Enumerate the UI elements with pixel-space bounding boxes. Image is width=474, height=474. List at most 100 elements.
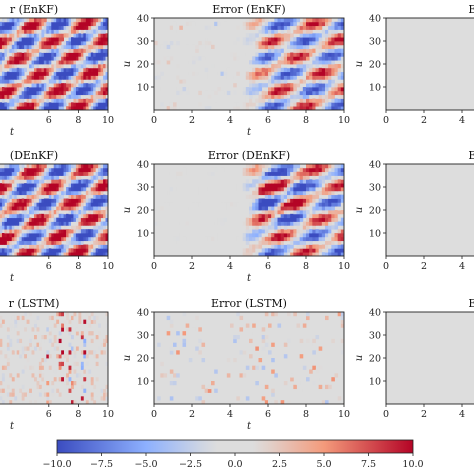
heatmap-cell <box>154 221 158 226</box>
heatmap-cell <box>280 244 285 249</box>
heatmap-cell <box>11 29 15 34</box>
heatmap-cell <box>61 29 64 34</box>
heatmap-cell <box>63 33 67 38</box>
heatmap-cell <box>271 56 275 61</box>
heatmap-cell <box>198 41 202 46</box>
heatmap-cell <box>325 29 329 34</box>
heatmap-cell <box>95 164 99 169</box>
heatmap-cell <box>309 106 313 110</box>
heatmap-cell <box>211 171 215 176</box>
heatmap-cell <box>249 83 253 88</box>
heatmap-cell <box>75 210 79 215</box>
heatmap-cell <box>296 37 301 42</box>
heatmap-cell <box>85 75 89 80</box>
heatmap-cell <box>328 187 332 192</box>
x-tick-label: 6 <box>265 115 271 126</box>
heatmap-cell <box>271 171 275 176</box>
heatmap-cell <box>19 87 23 92</box>
heatmap-cell <box>100 87 104 92</box>
heatmap-cell <box>16 315 20 321</box>
heatmap-cell <box>88 83 92 88</box>
heatmap-cell <box>98 252 101 256</box>
heatmap-cell <box>43 392 47 397</box>
heatmap-cell <box>312 198 316 203</box>
heatmap-cell <box>280 198 285 203</box>
heatmap-cell <box>299 25 304 30</box>
heatmap-cell <box>1 21 5 27</box>
heatmap-cell <box>53 102 57 107</box>
heatmap-cell <box>261 56 266 61</box>
heatmap-cell <box>299 175 304 180</box>
heatmap-cell <box>309 83 313 88</box>
heatmap-cell <box>16 171 20 176</box>
heatmap-cell <box>331 75 335 80</box>
heatmap-cell <box>239 400 244 404</box>
heatmap-cell <box>66 236 69 242</box>
heatmap-cell <box>78 315 82 321</box>
heatmap-cell <box>14 83 18 88</box>
heatmap-cell <box>26 210 30 215</box>
x-tick-label: 6 <box>46 115 52 126</box>
heatmap-cell <box>264 400 269 404</box>
heatmap-cell <box>83 210 87 215</box>
heatmap-cell <box>312 79 316 84</box>
heatmap-cell <box>100 102 104 107</box>
heatmap-cell <box>312 60 316 65</box>
heatmap-cell <box>280 221 285 226</box>
heatmap-cell <box>26 33 30 38</box>
heatmap-cell <box>103 37 106 42</box>
heatmap-cell <box>61 48 64 53</box>
heatmap-cell <box>93 106 97 110</box>
heatmap-cell <box>242 87 247 92</box>
heatmap-cell <box>46 190 50 196</box>
x-axis-label: t <box>247 273 252 284</box>
heatmap-cell <box>315 83 320 88</box>
heatmap-cell <box>93 29 97 34</box>
x-tick-label: 6 <box>265 261 271 272</box>
heatmap-cell <box>280 229 285 234</box>
heatmap-cell <box>78 33 82 38</box>
heatmap-cell <box>61 106 64 110</box>
heatmap-cell <box>68 319 72 324</box>
heatmap-cell <box>337 67 342 73</box>
heatmap-cell <box>252 75 256 80</box>
heatmap-cell <box>61 248 64 253</box>
heatmap-cell <box>173 106 177 110</box>
heatmap-cell <box>61 252 64 256</box>
heatmap-cell <box>66 229 69 234</box>
heatmap-cell <box>299 206 304 211</box>
x-axis-label: t <box>247 127 252 138</box>
heatmap-cell <box>24 240 27 245</box>
heatmap-cell <box>331 167 335 173</box>
heatmap-cell <box>53 175 57 180</box>
heatmap-cell <box>73 229 77 234</box>
heatmap-cell <box>36 190 40 196</box>
heatmap-cell <box>105 221 108 226</box>
heatmap-cell <box>53 18 57 23</box>
heatmap-cell <box>9 171 13 176</box>
heatmap-cell <box>242 346 247 351</box>
heatmap-cell <box>9 252 13 256</box>
heatmap-cell <box>309 252 313 256</box>
heatmap-cell <box>261 102 266 107</box>
heatmap-cell <box>38 252 42 256</box>
heatmap-cell <box>299 252 304 256</box>
heatmap-cell <box>26 87 30 92</box>
heatmap-cell <box>88 175 92 180</box>
heatmap-cell <box>73 183 77 188</box>
heatmap-cell <box>328 90 332 96</box>
heatmap-cell <box>26 319 30 324</box>
heatmap-cell <box>63 52 67 57</box>
heatmap-cell <box>287 98 291 103</box>
heatmap-cell <box>1 64 5 69</box>
heatmap-cell <box>4 44 8 50</box>
heatmap-cell <box>173 25 177 30</box>
heatmap-cell <box>258 167 263 173</box>
heatmap-cell <box>277 167 282 173</box>
heatmap-cell <box>43 248 47 253</box>
heatmap-cell <box>1 25 5 30</box>
heatmap-cell <box>302 229 307 234</box>
heatmap-cell <box>299 98 304 103</box>
heatmap-cell <box>73 102 77 107</box>
heatmap-cell <box>334 373 339 378</box>
